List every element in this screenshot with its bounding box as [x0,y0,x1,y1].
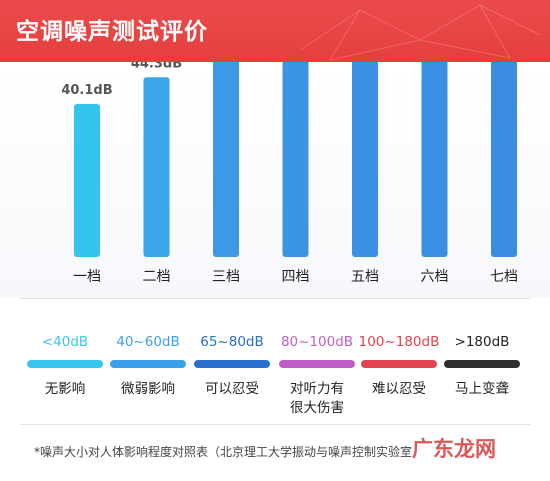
category-label: 四档 [282,269,310,285]
footnote: *噪声大小对人体影响程度对照表（北京理工大学振动与噪声控制实验室 [34,445,413,459]
watermark: 广东龙网 [412,437,496,461]
bar-7 [491,62,517,257]
legend-range: 100~180dB [358,334,440,350]
category-label: 五档 [351,269,379,285]
legend-effect: 无影响 [44,381,86,397]
bar-2 [143,77,170,257]
legend-range: <40dB [41,334,89,350]
legend-color-bar [110,360,186,368]
bar-3 [213,62,239,257]
bar-value-label: 44.3dB [131,62,182,71]
bar-value-label: 40.1dB [61,83,112,98]
bar-5 [352,62,378,257]
legend-effect: 可以忍受 [205,381,259,397]
legend-range: 80~100dB [280,334,354,350]
bar-1 [74,103,100,257]
header-banner: 空调噪声测试评价 [0,0,550,62]
header-decoration [299,4,541,61]
legend-effect: 对听力有 很大伤害 [290,381,344,416]
category-label: 一档 [73,269,101,285]
legend-color-bar [279,360,355,368]
legend-color-bar [194,360,270,368]
legend-range: >180dB [454,334,510,350]
legend-range: 65~80dB [200,334,264,350]
category-label: 六档 [421,269,449,285]
legend-divider [20,424,530,425]
legend-color-bar [444,360,520,368]
legend-effect: 难以忍受 [372,381,426,397]
chart-divider [20,298,530,299]
legend-range: 40~60dB [116,334,180,350]
bar-4 [282,62,309,257]
legend-color-bar [27,360,103,368]
legend-effect: 马上变聋 [455,381,509,397]
category-label: 二档 [143,269,171,285]
page-title: 空调噪声测试评价 [16,19,208,45]
category-label: 七档 [490,269,518,285]
legend-color-bar [361,360,437,368]
legend-effect: 微弱影响 [121,381,175,397]
bar-6 [421,62,448,257]
category-label: 三档 [212,269,240,285]
